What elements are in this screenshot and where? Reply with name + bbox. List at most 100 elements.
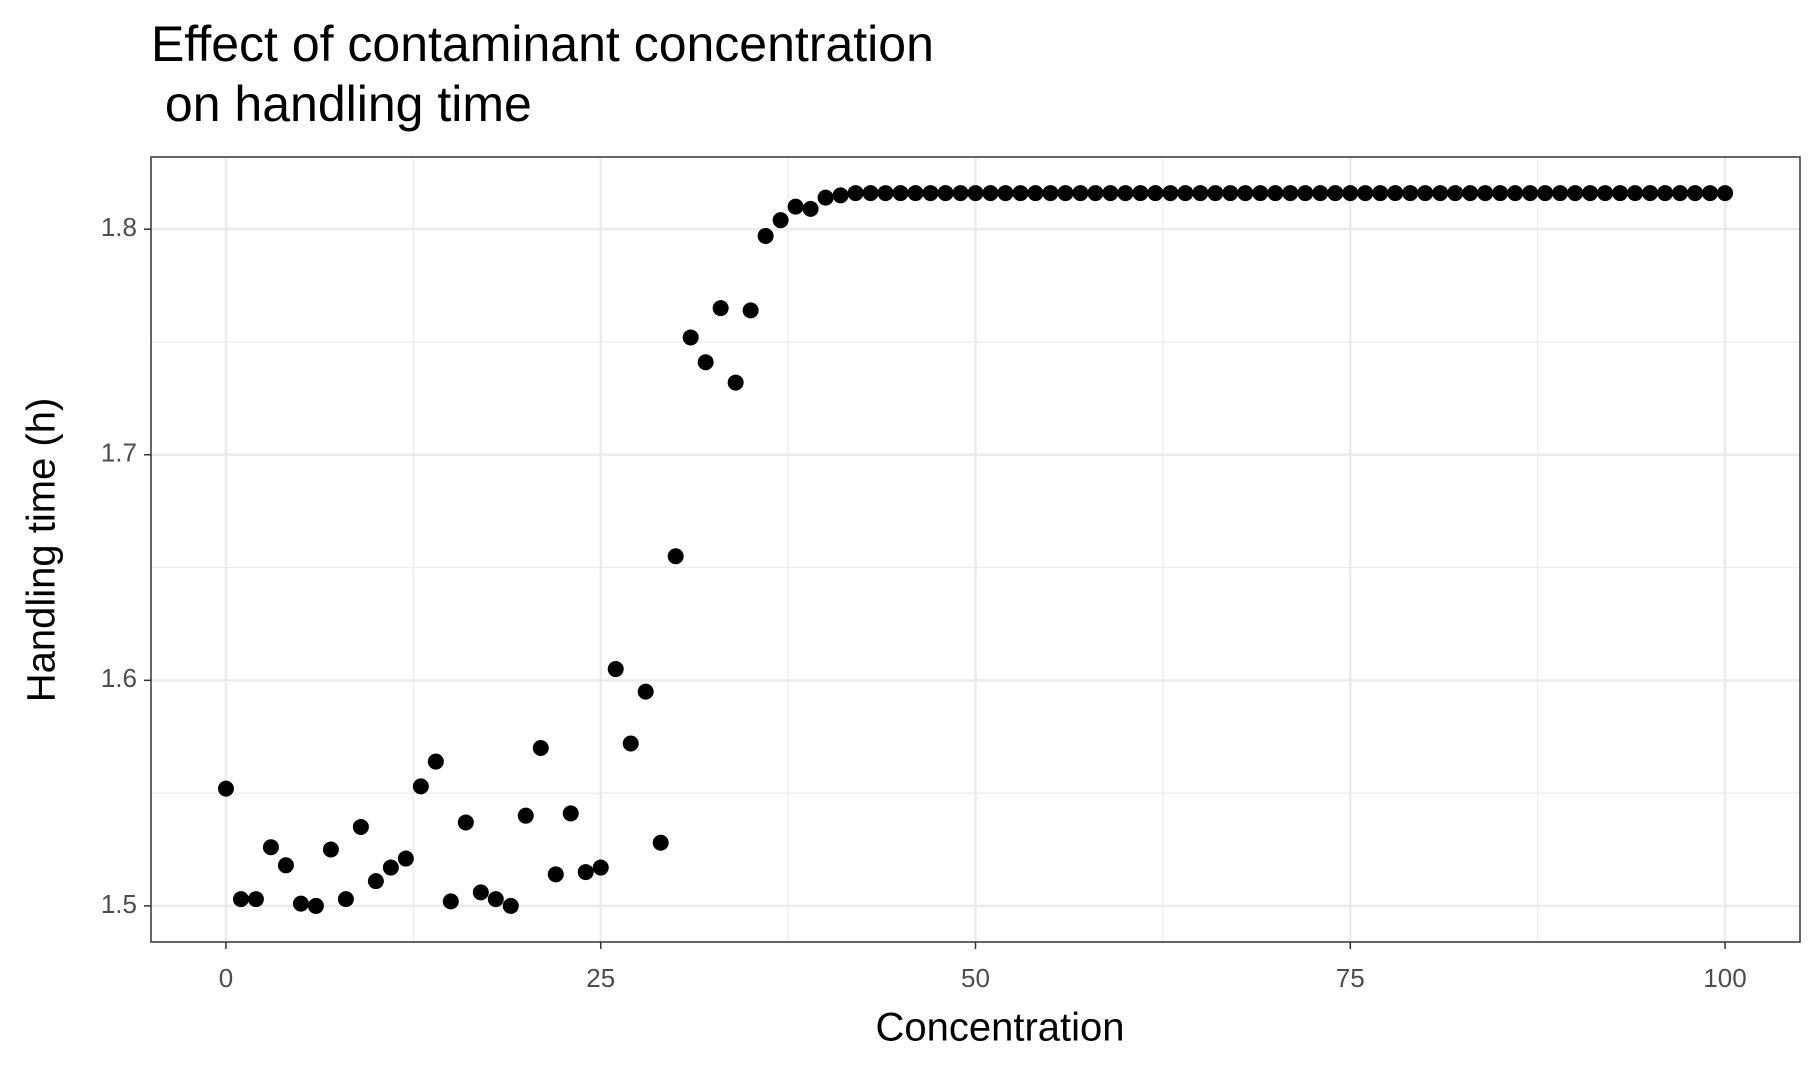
point	[1162, 185, 1179, 202]
point	[847, 185, 864, 202]
point	[922, 185, 939, 202]
point	[1702, 185, 1719, 202]
point	[1297, 185, 1314, 202]
point	[712, 300, 729, 317]
point	[1402, 185, 1419, 202]
point	[1327, 185, 1344, 202]
point	[1282, 185, 1299, 202]
point	[1072, 185, 1089, 202]
point	[1342, 185, 1359, 202]
point	[1462, 185, 1479, 202]
point	[832, 187, 849, 204]
point	[1357, 185, 1374, 202]
point	[502, 897, 519, 914]
point	[637, 683, 654, 700]
x-tick-label: 0	[219, 963, 233, 993]
point	[817, 189, 834, 206]
point	[1657, 185, 1674, 202]
point	[1237, 185, 1254, 202]
point	[1642, 185, 1659, 202]
y-axis-label: Handling time (h)	[20, 398, 64, 703]
panel-border	[150, 156, 1801, 943]
point	[682, 329, 699, 346]
y-tick-label: 1.7	[101, 438, 137, 468]
point	[862, 185, 879, 202]
x-tick-label: 25	[586, 963, 615, 993]
point	[532, 740, 549, 757]
point	[562, 805, 579, 822]
point	[607, 661, 624, 678]
point	[1117, 185, 1134, 202]
point	[277, 857, 294, 874]
y-tick-label: 1.5	[101, 889, 137, 919]
point	[1222, 185, 1239, 202]
point	[1192, 185, 1209, 202]
point	[1417, 185, 1434, 202]
point	[292, 895, 309, 912]
point	[1507, 185, 1524, 202]
y-tick-label: 1.8	[101, 212, 137, 242]
y-tick-label: 1.6	[101, 663, 137, 693]
point	[322, 841, 339, 858]
point	[487, 891, 504, 908]
point	[967, 185, 984, 202]
x-tick-label: 50	[961, 963, 990, 993]
point	[1057, 185, 1074, 202]
point	[232, 891, 249, 908]
point	[1177, 185, 1194, 202]
point	[1432, 185, 1449, 202]
point	[622, 735, 639, 752]
point	[1567, 185, 1584, 202]
point	[457, 814, 474, 831]
point	[1687, 185, 1704, 202]
point	[592, 859, 609, 876]
point	[352, 818, 369, 835]
point	[1042, 185, 1059, 202]
chart-title: Effect of contaminant concentration on h…	[151, 16, 934, 132]
point	[727, 374, 744, 391]
point	[367, 873, 384, 890]
point	[652, 834, 669, 851]
point	[547, 866, 564, 883]
point	[1552, 185, 1569, 202]
point	[1252, 185, 1269, 202]
point	[997, 185, 1014, 202]
point	[952, 185, 969, 202]
point	[1672, 185, 1689, 202]
point	[307, 897, 324, 914]
point	[1132, 185, 1149, 202]
point	[1627, 185, 1644, 202]
point	[1267, 185, 1284, 202]
point	[1102, 185, 1119, 202]
x-axis-label: Concentration	[875, 1006, 1124, 1050]
point	[1387, 185, 1404, 202]
point	[577, 864, 594, 881]
point	[1522, 185, 1539, 202]
point	[802, 200, 819, 217]
x-tick-label: 100	[1703, 963, 1746, 993]
point	[742, 302, 759, 319]
point	[1207, 185, 1224, 202]
point	[1027, 185, 1044, 202]
point	[1372, 185, 1389, 202]
point	[442, 893, 459, 910]
point	[517, 807, 534, 824]
point	[1312, 185, 1329, 202]
point	[1717, 185, 1734, 202]
point	[262, 839, 279, 856]
point	[1477, 185, 1494, 202]
point	[667, 548, 684, 565]
point	[382, 859, 399, 876]
point	[217, 780, 234, 797]
point	[427, 753, 444, 770]
point	[1582, 185, 1599, 202]
point	[892, 185, 909, 202]
point	[877, 185, 894, 202]
point	[1012, 185, 1029, 202]
point	[1537, 185, 1554, 202]
point	[982, 185, 999, 202]
point	[412, 778, 429, 795]
point	[397, 850, 414, 867]
